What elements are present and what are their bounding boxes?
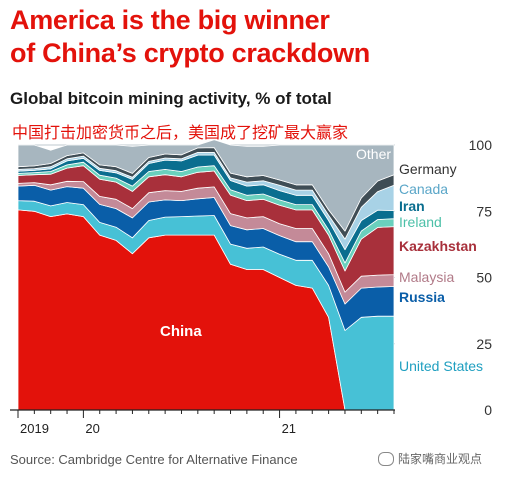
x-axis: 2019 20 21 [10,409,395,436]
series-label-germany: Germany [399,161,457,177]
source-note: Source: Cambridge Centre for Alternative… [10,452,298,467]
y-tick-label-0: 0 [484,402,492,418]
chart-title: America is the big winner of China’s cry… [10,4,500,70]
series-label-malaysia: Malaysia [399,269,454,285]
y-axis-labels: 0 25 50 75 100 [469,137,493,418]
series-label-other: Other [356,146,391,162]
chart-subtitle: Global bitcoin mining activity, % of tot… [10,89,332,108]
stacked-area-chart: 2019 20 21 0 25 50 75 100 United States Russia M… [10,137,493,436]
watermark-text: 陆家嘴商业观点 [398,452,483,466]
y-tick-label-75: 75 [476,203,492,219]
series-label-russia: Russia [399,289,445,305]
series-label-ireland: Ireland [399,214,442,230]
x-tick-label-20: 20 [85,421,99,436]
series-label-iran: Iran [399,198,425,214]
y-tick-label-100: 100 [469,137,493,153]
annotation-china: China [160,323,202,340]
series-label-united-states: United States [399,358,483,374]
series-label-kazakhstan: Kazakhstan [399,238,477,254]
y-tick-label-25: 25 [476,336,492,352]
x-tick-label-2019: 2019 [20,421,49,436]
title-line-2: of China’s crypto crackdown [10,38,370,68]
x-tick-label-21: 21 [282,421,296,436]
y-tick-label-50: 50 [476,270,492,286]
series-labels: United States Russia Malaysia Kazakhstan Ire… [356,146,483,374]
series-label-canada: Canada [399,181,448,197]
area-other [17,139,395,232]
annotations: China [160,323,202,340]
title-line-1: America is the big winner [10,5,330,35]
watermark: 陆家嘴商业观点 [378,450,482,467]
area-series [17,139,395,411]
wechat-icon [378,451,394,466]
translated-subtitle: 中国打击加密货币之后，美国成了挖矿最大赢家 [12,125,349,142]
